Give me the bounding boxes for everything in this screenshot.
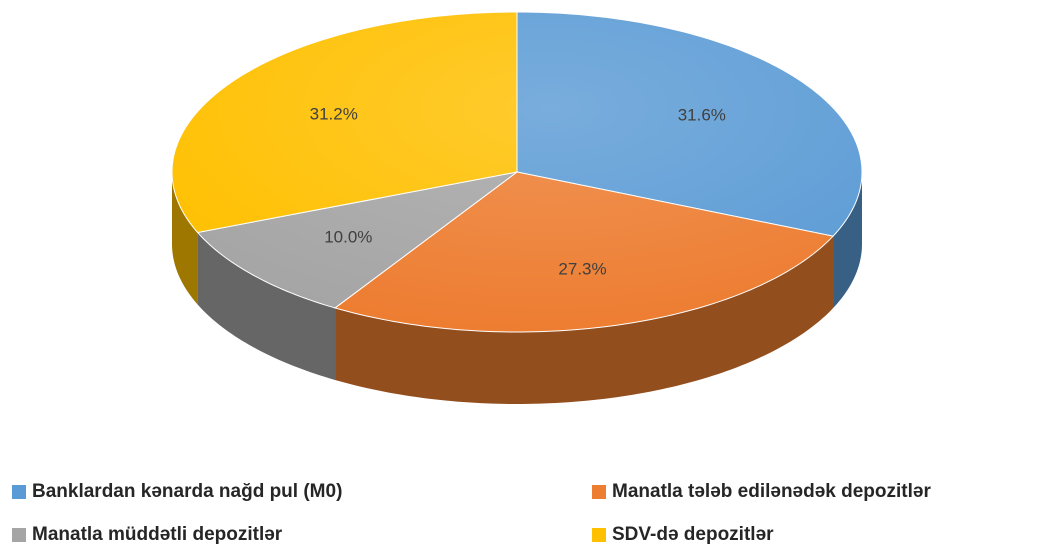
slice-side	[833, 172, 862, 309]
legend-swatch	[12, 528, 26, 542]
value-label: 31.6%	[678, 105, 726, 124]
legend-label: Manatla tələb edilənədək depozitlər	[612, 481, 931, 502]
legend-swatch	[12, 485, 26, 499]
value-label: 10.0%	[324, 228, 372, 247]
legend-swatch	[592, 485, 606, 499]
value-label: 27.3%	[558, 259, 606, 278]
legend-label: Manatla müddətli depozitlər	[32, 524, 283, 545]
slice-side	[172, 172, 198, 305]
legend-label: SDV-də depozitlər	[612, 524, 774, 545]
highlight	[172, 12, 862, 332]
value-label: 31.2%	[310, 104, 358, 123]
legend-swatch	[592, 528, 606, 542]
legend-label: Banklardan kənarda nağd pul (M0)	[32, 481, 342, 502]
slice-side	[335, 236, 834, 404]
slice-side	[197, 232, 336, 380]
